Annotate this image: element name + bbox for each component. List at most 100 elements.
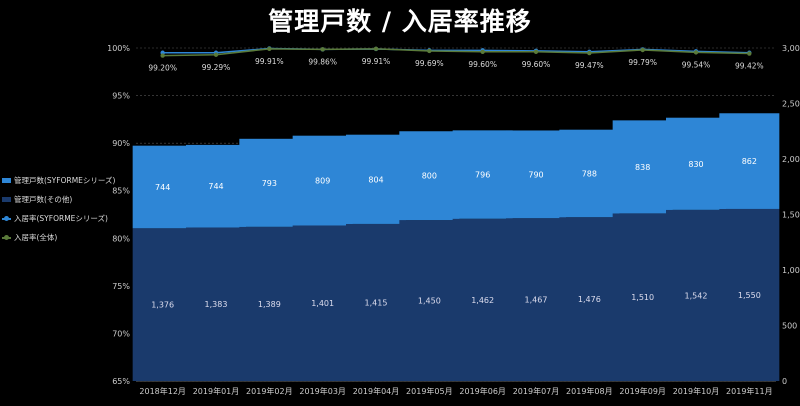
x-axis-tick-label: 2019年09月 [619,386,666,396]
rate-data-label: 99.69% [415,59,444,68]
bar-syforme-units [719,113,780,209]
legend-label: 管理戸数(その他) [14,195,73,204]
left-axis-tick-label: 85% [112,187,130,196]
legend-swatch [2,234,11,240]
legend-swatch [2,197,11,202]
bar-label-other-units: 1,376 [151,301,174,310]
bar-label-other-units: 1,383 [205,300,228,309]
right-axis-tick-label: 500 [782,322,797,331]
bar-other-units [452,218,513,381]
point-total-rate [320,47,325,52]
rate-data-label: 99.86% [308,57,337,66]
legend-item-syforme-rate: 入居率(SYFORMEシリーズ) [2,209,115,228]
point-total-rate [373,46,379,52]
right-axis-tick-label: 1,500 [782,211,800,220]
bar-syforme-units [346,134,406,224]
bar-syforme-units [506,130,566,219]
bar-label-other-units: 1,450 [418,297,441,306]
point-total-rate [640,47,645,53]
rate-data-label: 99.79% [628,58,657,67]
legend-label: 入居率(SYFORMEシリーズ) [14,214,108,223]
bar-other-units [132,228,193,381]
bar-other-units [346,223,406,381]
bar-label-other-units: 1,401 [311,299,334,308]
bar-syforme-units [452,130,513,219]
rate-data-label: 99.91% [362,57,391,66]
bar-label-syforme-units: 830 [688,160,703,169]
bar-label-other-units: 1,467 [525,296,548,305]
bar-label-syforme-units: 796 [475,171,490,180]
bar-other-units [559,217,620,381]
bar-label-other-units: 1,415 [365,298,388,307]
bar-syforme-units [239,138,300,227]
bar-label-syforme-units: 788 [582,169,597,178]
rate-data-label: 99.54% [682,60,711,69]
bar-label-other-units: 1,542 [685,291,708,300]
bar-label-other-units: 1,476 [578,295,601,304]
bar-syforme-units [559,129,620,218]
bar-syforme-units [399,131,460,221]
bar-other-units [399,220,460,381]
x-axis-tick-label: 2018年12月 [139,386,186,396]
bar-label-other-units: 1,550 [738,291,761,300]
bar-syforme-units [612,120,673,214]
left-axis-tick-label: 75% [112,282,130,291]
left-axis-tick-label: 90% [112,139,130,148]
left-axis-tick-label: 95% [112,92,130,101]
legend-item-syforme-units: 管理戸数(SYFORMEシリーズ) [2,171,115,190]
rate-data-label: 99.42% [735,62,764,71]
point-total-rate [533,49,539,55]
x-axis-tick-label: 2019年04月 [353,386,400,396]
bar-label-syforme-units: 862 [742,157,757,166]
bar-label-syforme-units: 838 [635,163,650,172]
rate-data-label: 99.47% [575,61,604,70]
left-axis-tick-label: 70% [112,329,130,338]
right-axis-tick-label: 3,000 [782,44,800,53]
x-axis-tick-label: 2019年11月 [726,386,773,396]
x-axis-tick-label: 2019年03月 [299,386,346,396]
legend-swatch [2,178,11,183]
bar-label-other-units: 1,510 [631,293,654,302]
bar-label-other-units: 1,462 [471,296,494,305]
x-axis-tick-label: 2019年10月 [673,386,720,396]
legend-item-total-rate: 入居率(全体) [2,228,115,247]
right-axis-tick-label: 2,500 [782,100,800,109]
point-total-rate [213,52,219,57]
bar-label-syforme-units: 744 [208,182,223,191]
legend-item-other-units: 管理戸数(その他) [2,190,115,209]
bar-syforme-units [186,144,246,228]
x-axis-tick-label: 2019年08月 [566,386,613,396]
bar-other-units [506,218,566,381]
legend-label: 入居率(全体) [14,233,58,242]
x-axis-tick-label: 2019年06月 [459,386,506,396]
bar-other-units [186,227,246,381]
rate-data-label: 99.60% [468,60,497,69]
rate-data-label: 99.20% [148,64,177,73]
chart-legend: 管理戸数(SYFORMEシリーズ) 管理戸数(その他) 入居率(SYFORMEシ… [2,171,115,247]
point-total-rate [587,50,592,56]
bar-syforme-units [292,135,353,226]
bar-label-syforme-units: 800 [422,172,437,181]
point-total-rate [267,46,272,52]
bar-syforme-units [132,145,193,229]
point-total-rate [747,51,752,56]
bar-other-units [612,213,673,381]
bar-syforme-units [666,117,726,210]
bar-label-syforme-units: 790 [528,170,543,179]
rate-data-label: 99.29% [202,63,231,72]
bar-other-units [666,209,726,381]
left-axis-tick-label: 65% [112,377,130,386]
chart-title: 管理戸数 / 入居率推移 [268,7,532,36]
x-axis-tick-label: 2019年02月 [246,386,293,396]
bar-other-units [239,226,300,381]
bar-label-syforme-units: 804 [368,175,383,184]
legend-label: 管理戸数(SYFORMEシリーズ) [14,176,116,185]
point-total-rate [427,48,432,54]
right-axis-tick-label: 0 [782,377,787,386]
x-axis-tick-label: 2019年01月 [193,386,240,396]
point-total-rate [160,53,165,58]
left-axis-tick-label: 80% [112,234,130,243]
bar-label-other-units: 1,389 [258,300,281,309]
right-axis-tick-label: 1,000 [782,266,800,275]
